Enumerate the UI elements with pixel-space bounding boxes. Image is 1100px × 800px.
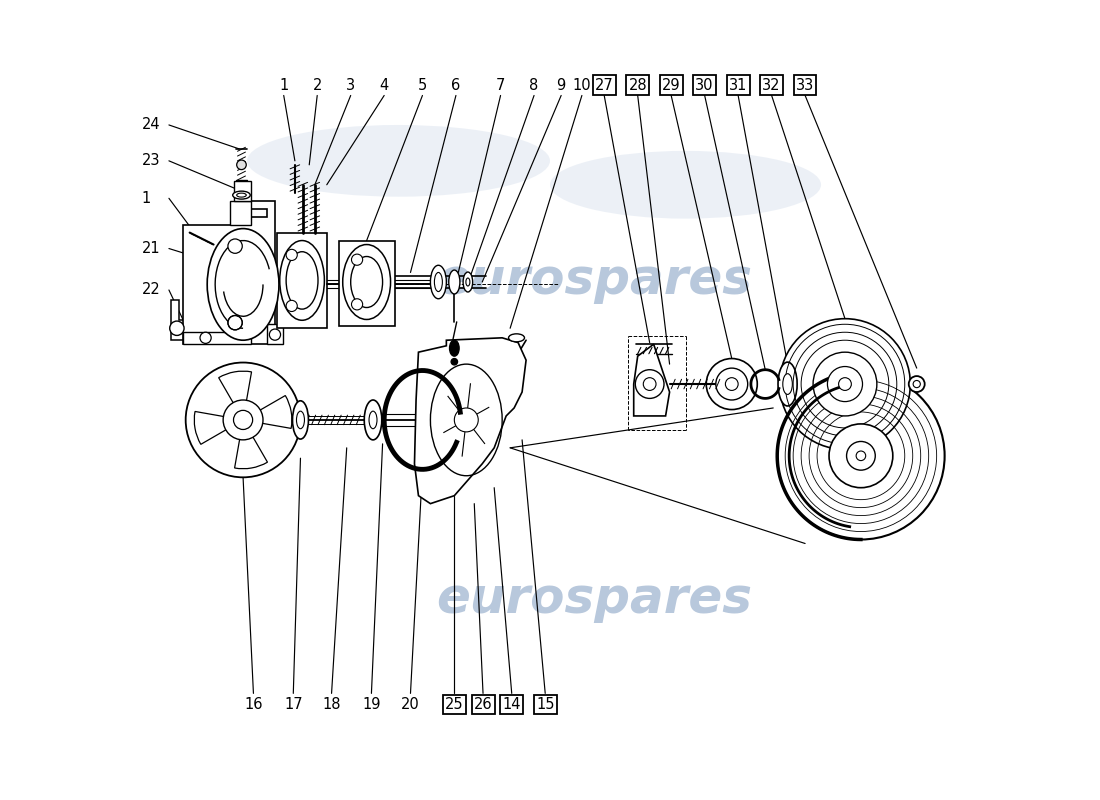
Ellipse shape — [778, 362, 798, 406]
Polygon shape — [172, 300, 187, 340]
Wedge shape — [195, 411, 243, 444]
Ellipse shape — [248, 125, 550, 197]
Ellipse shape — [449, 270, 460, 294]
Text: 20: 20 — [402, 697, 420, 712]
Circle shape — [827, 366, 862, 402]
Circle shape — [233, 410, 253, 430]
Circle shape — [838, 378, 851, 390]
Text: 33: 33 — [796, 78, 814, 93]
Text: 26: 26 — [474, 697, 493, 712]
Circle shape — [716, 368, 748, 400]
Circle shape — [644, 378, 656, 390]
Text: 4: 4 — [379, 78, 388, 93]
Ellipse shape — [233, 191, 250, 199]
Polygon shape — [184, 332, 251, 344]
Text: 21: 21 — [142, 241, 161, 256]
Text: 30: 30 — [695, 78, 714, 93]
Circle shape — [236, 160, 246, 170]
Polygon shape — [339, 241, 395, 326]
Text: 25: 25 — [446, 697, 463, 712]
Polygon shape — [634, 344, 670, 416]
Text: 2: 2 — [312, 78, 322, 93]
Text: 6: 6 — [451, 78, 461, 93]
Ellipse shape — [236, 193, 246, 197]
Text: 8: 8 — [529, 78, 539, 93]
Text: 15: 15 — [536, 697, 554, 712]
Ellipse shape — [293, 401, 308, 439]
Text: eurospares: eurospares — [436, 257, 751, 305]
Text: eurospares: eurospares — [436, 575, 751, 623]
Text: 3: 3 — [346, 78, 355, 93]
Wedge shape — [234, 420, 267, 469]
Wedge shape — [219, 371, 252, 420]
Wedge shape — [243, 395, 292, 429]
Polygon shape — [230, 201, 251, 225]
Ellipse shape — [451, 358, 458, 365]
Ellipse shape — [466, 278, 470, 286]
Ellipse shape — [368, 411, 377, 429]
Text: 23: 23 — [142, 154, 161, 168]
Polygon shape — [267, 324, 283, 344]
Ellipse shape — [434, 273, 442, 291]
Text: 16: 16 — [244, 697, 263, 712]
Text: 1: 1 — [279, 78, 288, 93]
Ellipse shape — [343, 245, 390, 319]
Ellipse shape — [364, 400, 382, 440]
Text: 5: 5 — [418, 78, 427, 93]
Text: 29: 29 — [662, 78, 681, 93]
Text: 27: 27 — [595, 78, 614, 93]
Circle shape — [286, 300, 297, 311]
Text: 10: 10 — [573, 78, 591, 93]
Circle shape — [223, 400, 263, 440]
Circle shape — [286, 250, 297, 261]
Circle shape — [200, 332, 211, 343]
Polygon shape — [184, 201, 275, 344]
Ellipse shape — [286, 252, 318, 309]
Text: 24: 24 — [142, 118, 161, 133]
Ellipse shape — [430, 266, 447, 298]
Text: 32: 32 — [762, 78, 781, 93]
Ellipse shape — [783, 374, 792, 394]
Ellipse shape — [207, 229, 279, 340]
Polygon shape — [277, 233, 327, 328]
Text: 31: 31 — [729, 78, 747, 93]
Polygon shape — [233, 181, 251, 201]
Ellipse shape — [297, 411, 305, 429]
Text: 18: 18 — [322, 697, 341, 712]
Text: 1: 1 — [142, 191, 151, 206]
Circle shape — [454, 408, 478, 432]
Circle shape — [780, 318, 911, 450]
Circle shape — [813, 352, 877, 416]
Text: 7: 7 — [496, 78, 505, 93]
Ellipse shape — [550, 151, 821, 218]
Ellipse shape — [508, 334, 525, 342]
Circle shape — [228, 315, 242, 330]
Text: 28: 28 — [628, 78, 647, 93]
Circle shape — [847, 442, 876, 470]
Text: 9: 9 — [557, 78, 565, 93]
Ellipse shape — [913, 381, 921, 388]
Text: 14: 14 — [503, 697, 521, 712]
Circle shape — [186, 362, 300, 478]
Circle shape — [856, 451, 866, 461]
Ellipse shape — [463, 272, 473, 292]
Ellipse shape — [351, 257, 383, 307]
Circle shape — [352, 254, 363, 266]
Text: 22: 22 — [142, 282, 161, 298]
Text: 19: 19 — [362, 697, 381, 712]
Circle shape — [270, 329, 280, 340]
Ellipse shape — [450, 340, 459, 356]
Circle shape — [636, 370, 664, 398]
Circle shape — [352, 298, 363, 310]
Circle shape — [725, 378, 738, 390]
Circle shape — [169, 321, 184, 335]
Circle shape — [829, 424, 893, 488]
Circle shape — [778, 372, 945, 539]
Ellipse shape — [909, 376, 925, 392]
Ellipse shape — [279, 241, 324, 320]
Polygon shape — [415, 338, 526, 504]
Text: 17: 17 — [284, 697, 302, 712]
Circle shape — [228, 239, 242, 254]
Circle shape — [706, 358, 757, 410]
